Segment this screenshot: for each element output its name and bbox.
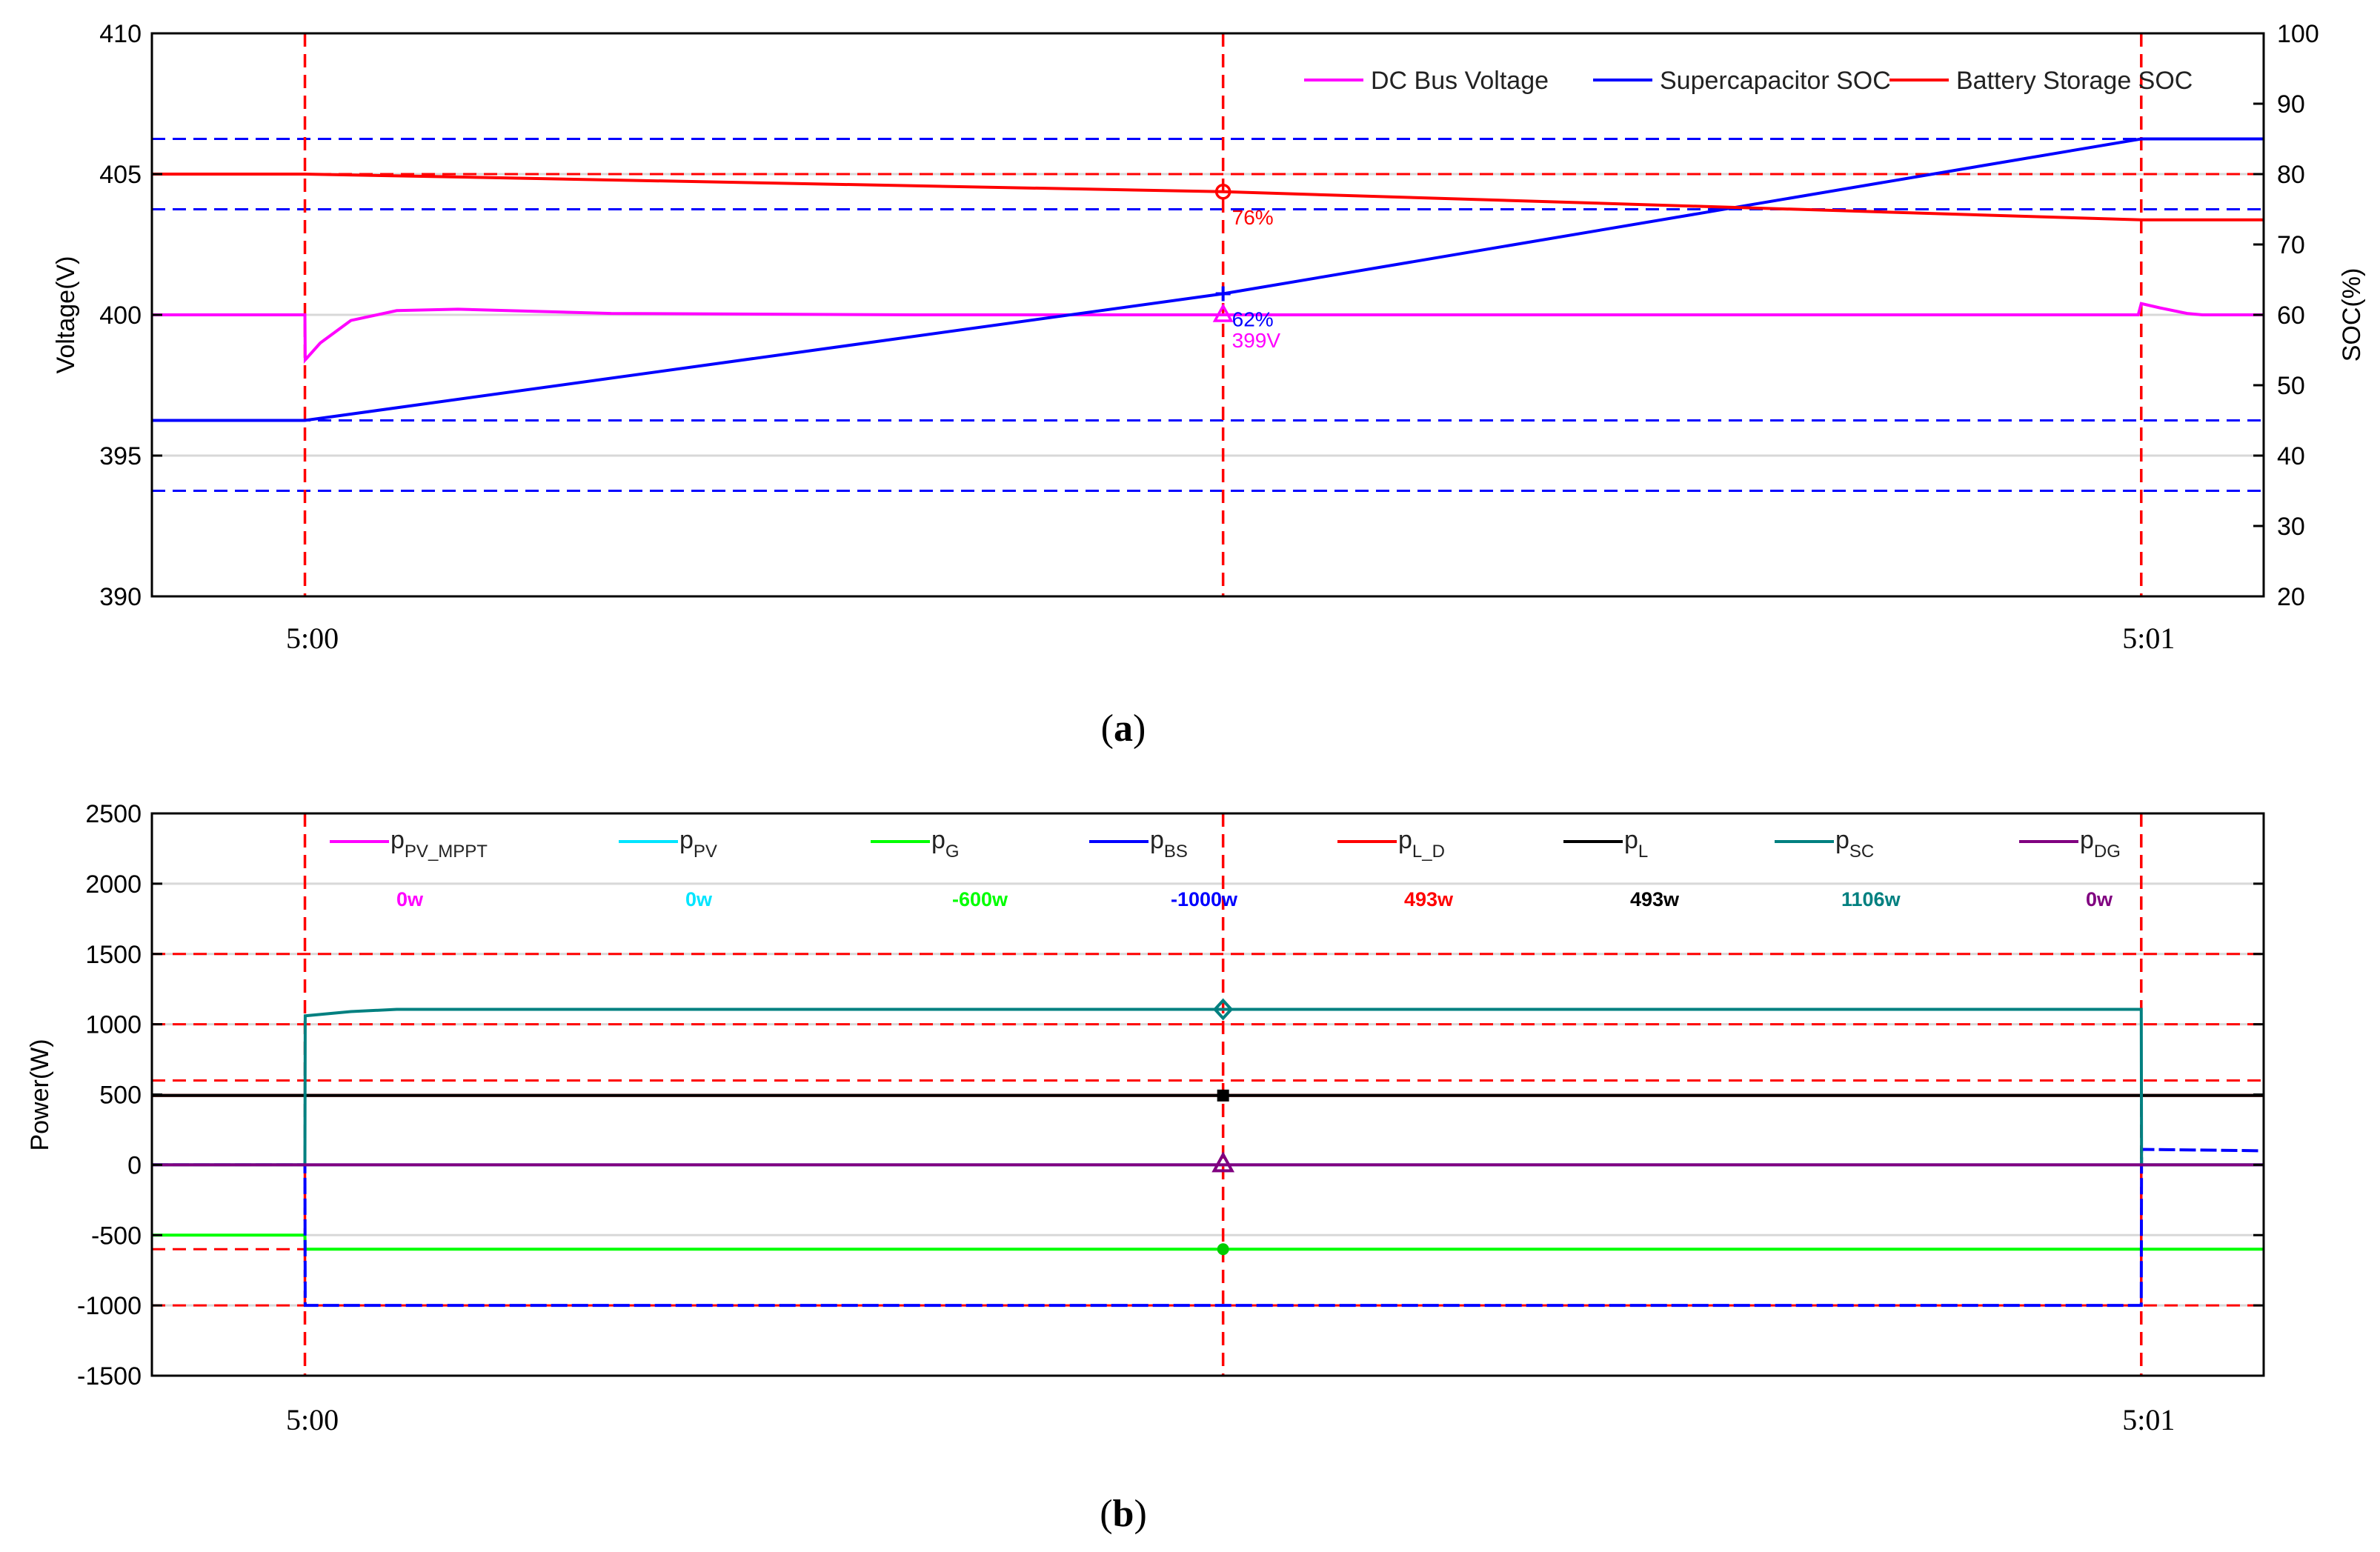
- value-label: 0w: [2086, 888, 2113, 910]
- legend-label: pBS: [1150, 826, 1188, 862]
- data-marker: [1212, 303, 1234, 322]
- legend-label: DC Bus Voltage: [1371, 67, 1549, 95]
- y2-tick-label: 40: [2277, 442, 2305, 470]
- legend-label: pSC: [1835, 826, 1874, 862]
- panel-caption: (b): [1100, 1493, 1147, 1535]
- y2-tick-label: 20: [2277, 583, 2305, 611]
- legend-label-main: p: [1835, 826, 1849, 854]
- series-line: [152, 1148, 2264, 1308]
- y-tick-label: 410: [99, 20, 142, 48]
- value-label: 1106w: [1841, 888, 1901, 910]
- legend-label-main: p: [390, 826, 405, 854]
- legend-label: Supercapacitor SOC: [1660, 67, 1891, 95]
- y2-tick-label: 90: [2277, 90, 2305, 119]
- y-tick-label: -500: [91, 1222, 142, 1250]
- panel-caption: (a): [1101, 707, 1146, 750]
- series-line: [152, 302, 2264, 364]
- data-marker: [1217, 1243, 1229, 1256]
- y2-axis-title: SOC(%): [2338, 268, 2366, 362]
- panel-caption-letter: b: [1113, 1493, 1134, 1535]
- y2-tick-label: 50: [2277, 372, 2305, 400]
- data-marker: [1214, 184, 1231, 200]
- y-tick-label: 395: [99, 442, 142, 470]
- y-tick-label: 500: [99, 1082, 142, 1110]
- legend-label: pL_D: [1398, 826, 1445, 862]
- legend-label-subscript: PV_MPPT: [405, 842, 488, 862]
- y2-tick-label: 30: [2277, 513, 2305, 541]
- legend-label: pL: [1624, 826, 1648, 862]
- legend-label-subscript: G: [945, 842, 960, 862]
- value-label: 493w: [1630, 888, 1680, 910]
- panel-b-chart: -1500 -1000 -500 0 500 1000 1500 2000 2500 5:00 5:…: [26, 800, 2265, 1535]
- series-line: [152, 173, 2264, 222]
- y-tick-label: 1000: [85, 1011, 142, 1039]
- y-tick-label: 400: [99, 302, 142, 330]
- y-tick-label: 1500: [85, 941, 142, 969]
- y2-tick-label: 70: [2277, 231, 2305, 259]
- legend-label-subscript: SC: [1849, 842, 1874, 862]
- data-marker: [1215, 286, 1231, 302]
- series-line: [152, 137, 2264, 422]
- data-marker: [1212, 998, 1234, 1021]
- y-axis-title: Voltage(V): [52, 256, 80, 374]
- legend-label-main: p: [1624, 826, 1638, 854]
- data-label: 76%: [1232, 206, 1274, 229]
- legend-label: pPV_MPPT: [390, 826, 488, 862]
- panel-caption-letter: a: [1114, 707, 1133, 750]
- legend-label-subscript: L: [1638, 842, 1648, 862]
- value-label: -1000w: [1171, 888, 1238, 910]
- legend-label-main: p: [2080, 826, 2094, 854]
- y-tick-label: -1500: [77, 1362, 142, 1391]
- data-marker: [1211, 1151, 1235, 1173]
- y-tick-label: 405: [99, 161, 142, 189]
- y2-tick-label: 80: [2277, 161, 2305, 189]
- legend-label-main: p: [679, 826, 694, 854]
- value-label: 0w: [396, 888, 424, 910]
- legend-label-subscript: DG: [2094, 842, 2121, 862]
- legend-label-main: p: [1398, 826, 1412, 854]
- value-label: 493w: [1404, 888, 1454, 910]
- y-tick-label: 390: [99, 583, 142, 611]
- legend-label: pPV: [679, 826, 717, 862]
- y-tick-label: 0: [127, 1151, 142, 1179]
- data-label: 399V: [1232, 329, 1281, 352]
- value-label: -600w: [952, 888, 1008, 910]
- y-tick-label: 2500: [85, 800, 142, 828]
- x-tick-label: 5:01: [2122, 1403, 2175, 1436]
- panel-a-chart: 76% 62%399V 390 395 400 405 410 20 30 40 50 60 70 80 9…: [52, 20, 2366, 750]
- x-tick-label: 5:00: [286, 1403, 339, 1436]
- data-marker: [1217, 1089, 1229, 1102]
- legend-label-subscript: L_D: [1412, 842, 1445, 862]
- series-line: [152, 1233, 2264, 1251]
- legend-label-main: p: [1150, 826, 1164, 854]
- legend-label-subscript: BS: [1164, 842, 1188, 862]
- y-axis-title: Power(W): [26, 1039, 54, 1150]
- legend-label-subscript: PV: [694, 842, 717, 862]
- legend-label: pDG: [2080, 826, 2121, 862]
- data-label: 62%: [1232, 308, 1274, 331]
- series-line: [152, 1008, 2264, 1167]
- legend-label-main: p: [931, 826, 945, 854]
- y2-tick-label: 100: [2277, 20, 2319, 48]
- value-label: 0w: [685, 888, 713, 910]
- y-tick-label: 2000: [85, 870, 142, 899]
- y-tick-label: -1000: [77, 1292, 142, 1320]
- legend-label: Battery Storage SOC: [1956, 67, 2193, 95]
- x-tick-label: 5:00: [286, 622, 339, 655]
- y2-tick-label: 60: [2277, 302, 2305, 330]
- legend-label: pG: [931, 826, 960, 862]
- x-tick-label: 5:01: [2122, 622, 2175, 655]
